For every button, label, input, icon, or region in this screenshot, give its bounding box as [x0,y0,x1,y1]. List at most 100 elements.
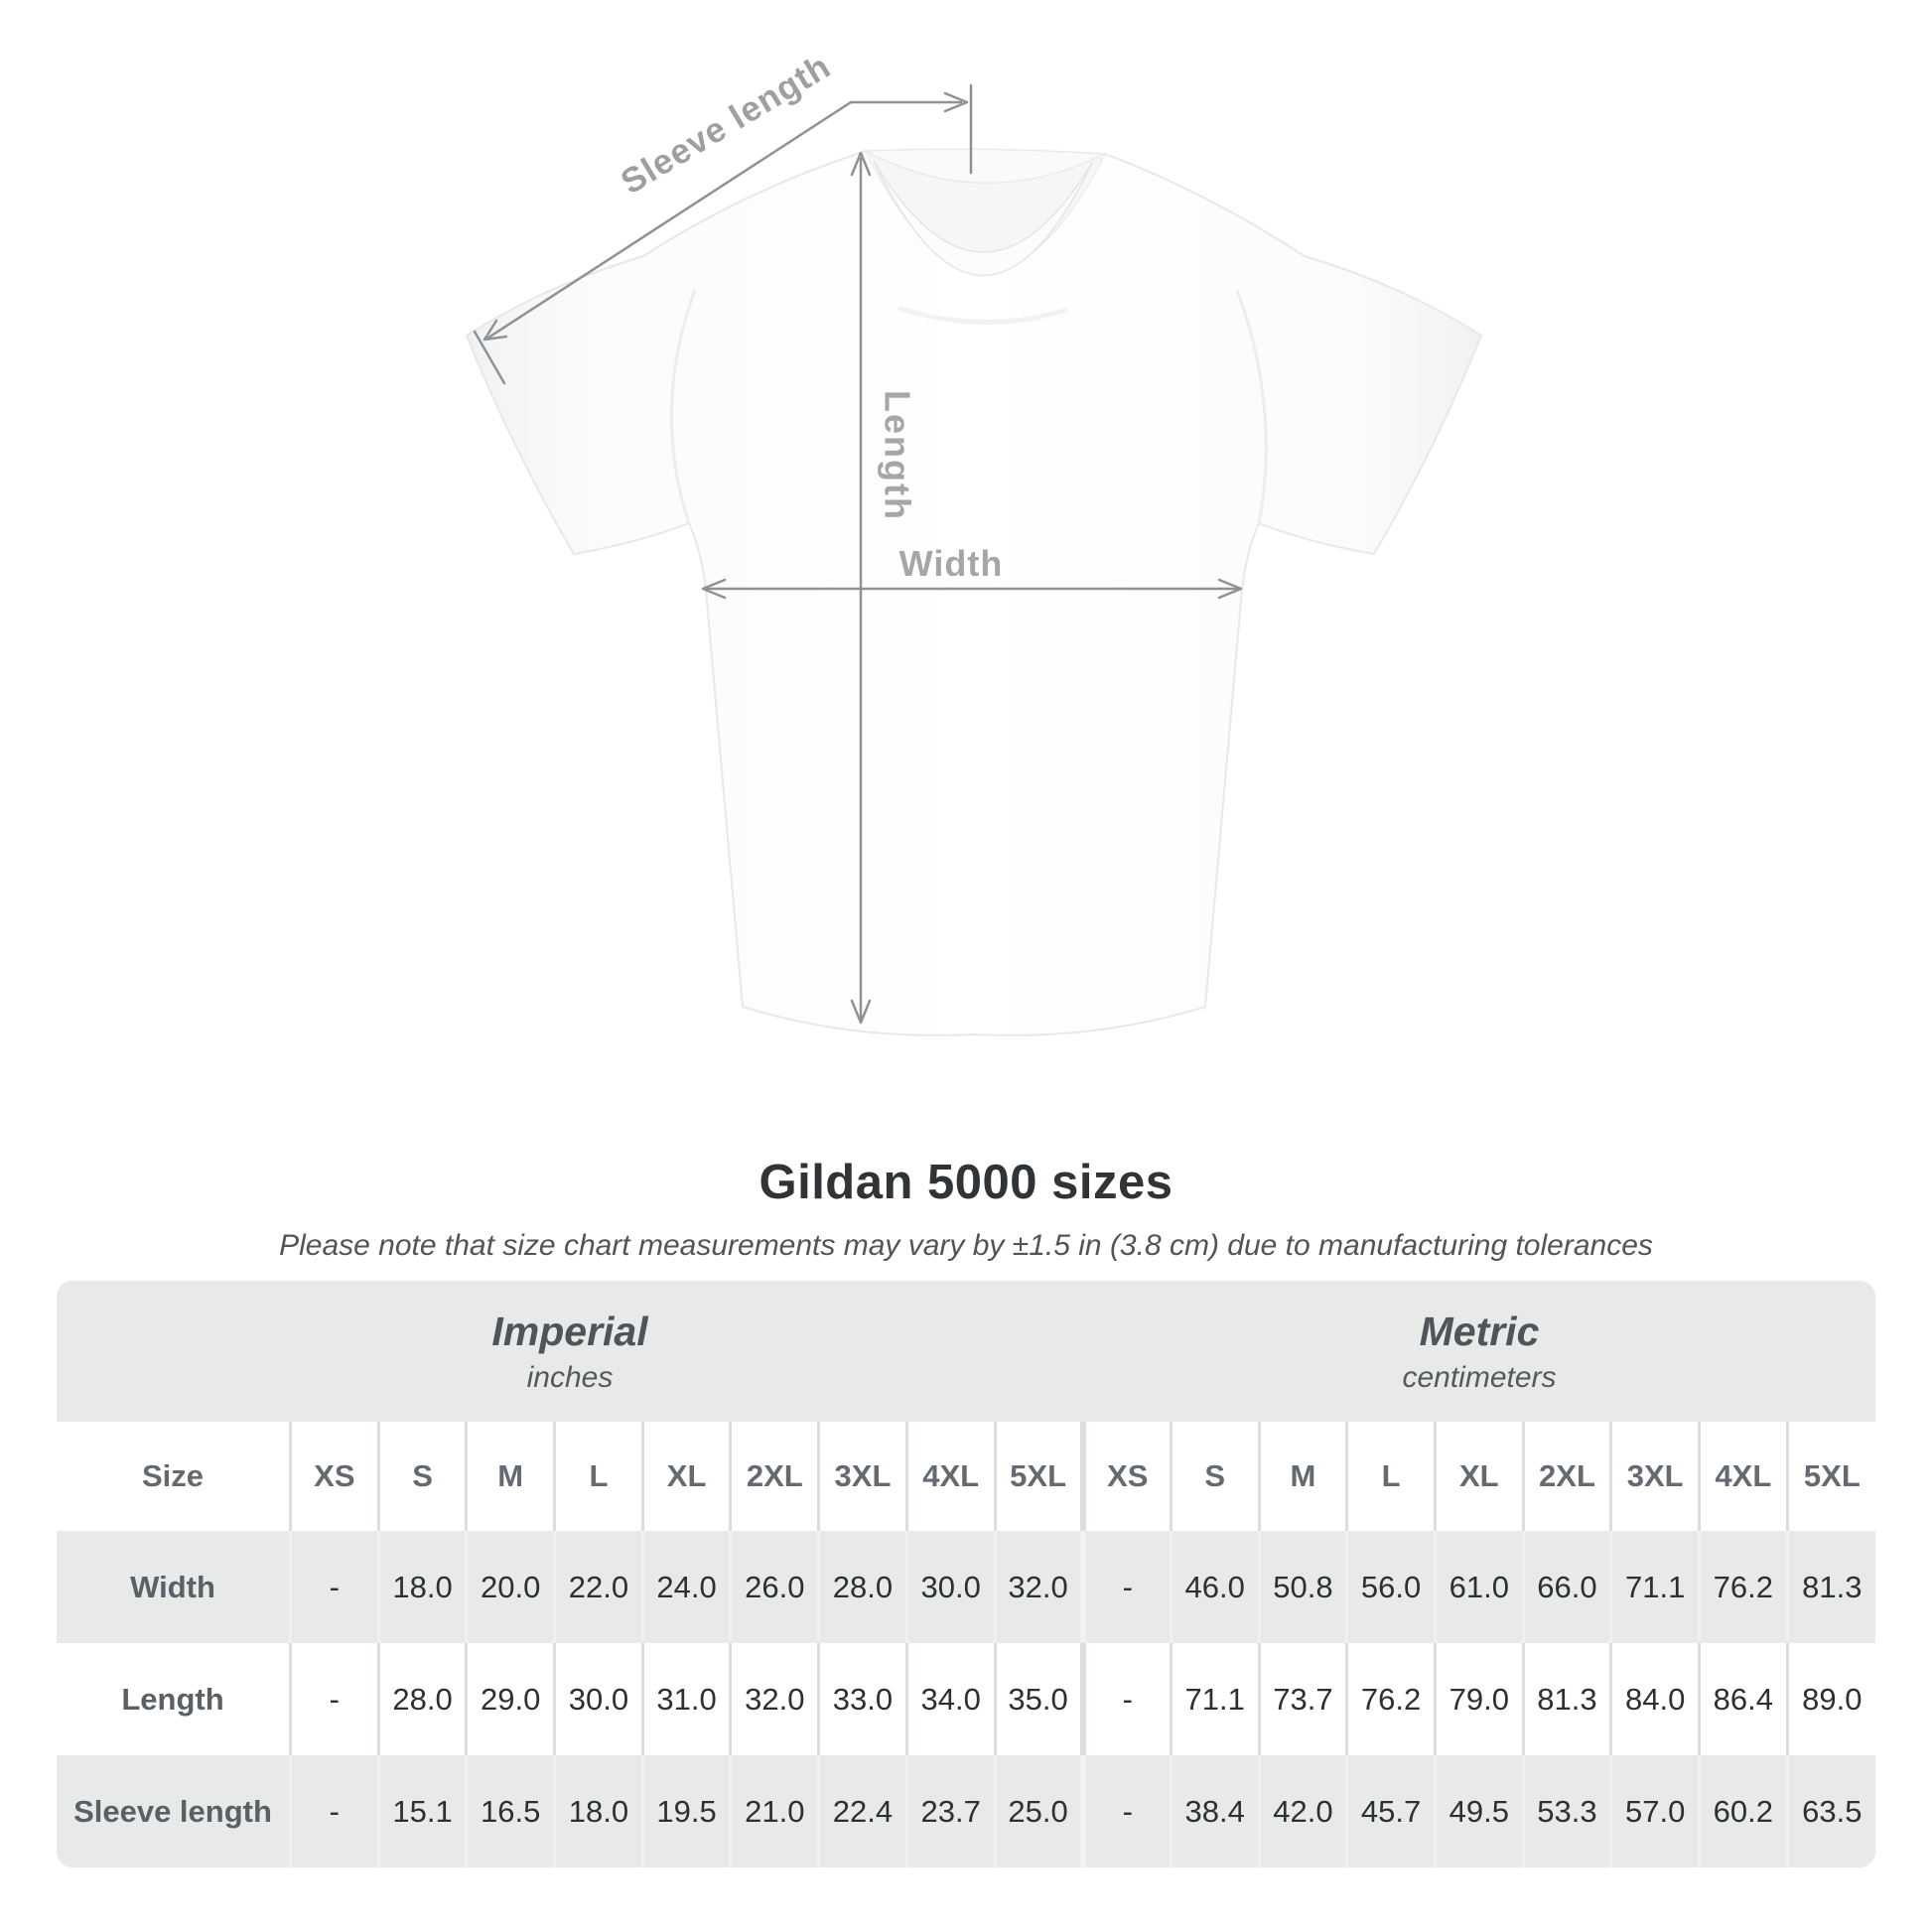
size-header-metric-5xl: 5XL [1785,1422,1875,1531]
length-label: Length [877,390,917,521]
value-metric-m: 42.0 [1257,1755,1347,1867]
size-header-metric-2xl: 2XL [1521,1422,1611,1531]
value-metric-m: 73.7 [1257,1643,1347,1755]
measurement-row-width: Width -18.0 20.0 22.0 24.0 26.0 28.0 30.0 32.0-4… [57,1531,1875,1643]
size-header-metric-l: L [1345,1422,1436,1531]
metric-unit-label: centimeters [1402,1360,1557,1394]
sleeve-length-dimension-line [486,100,963,340]
value-imperial-4xl: 30.0 [904,1531,995,1643]
size-header-imperial-l: L [553,1422,643,1531]
width-left-arrowhead [701,578,727,600]
value-imperial-xl: 19.5 [640,1755,731,1867]
value-imperial-s: 28.0 [376,1643,467,1755]
value-imperial-2xl: 32.0 [729,1643,819,1755]
size-table-body: Size XS S M L XL 2XL 3XL 4XL 5XL XS S M L XL 2XL 3XL 4XL 5… [57,1422,1875,1867]
row-label: Length [121,1681,224,1717]
measurement-row-length: Length -28.0 29.0 30.0 31.0 32.0 33.0 34.0 35.0-… [57,1643,1875,1755]
value-metric-xs: - [1079,1531,1172,1643]
size-header-metric-xs: XS [1079,1422,1172,1531]
value-metric-xl: 61.0 [1433,1531,1524,1643]
value-imperial-xl: 31.0 [640,1643,731,1755]
back-collar-band [863,148,1108,184]
tolerance-note: Please note that size chart measurements… [279,1229,1653,1262]
value-imperial-5xl: 35.0 [993,1643,1083,1755]
value-metric-xl: 79.0 [1433,1643,1524,1755]
value-metric-4xl: 86.4 [1698,1643,1788,1755]
value-imperial-l: 30.0 [553,1643,643,1755]
page-title: Gildan 5000 sizes [759,1156,1173,1209]
t-shirt-body [465,149,1483,1036]
value-imperial-xl: 24.0 [640,1531,731,1643]
size-header-row: Size XS S M L XL 2XL 3XL 4XL 5XL XS S M L XL 2XL 3XL 4XL 5… [57,1422,1875,1531]
size-header-metric-3xl: 3XL [1609,1422,1700,1531]
value-metric-3xl: 84.0 [1609,1643,1700,1755]
value-metric-2xl: 66.0 [1521,1531,1611,1643]
value-imperial-4xl: 34.0 [904,1643,995,1755]
value-imperial-l: 18.0 [553,1755,643,1867]
value-metric-2xl: 81.3 [1521,1643,1611,1755]
value-imperial-xs: - [289,1755,379,1867]
value-imperial-2xl: 21.0 [729,1755,819,1867]
row-label: Width [130,1569,215,1604]
value-metric-3xl: 71.1 [1609,1531,1700,1643]
value-metric-s: 46.0 [1169,1531,1260,1643]
value-imperial-s: 18.0 [376,1531,467,1643]
size-header-imperial-xl: XL [640,1422,731,1531]
sleeve-length-left-arrowhead [483,319,508,342]
size-header-imperial-2xl: 2XL [729,1422,819,1531]
value-metric-4xl: 60.2 [1698,1755,1788,1867]
value-metric-l: 76.2 [1345,1643,1436,1755]
right-sleeve-seam [1235,289,1268,524]
value-metric-4xl: 76.2 [1698,1531,1788,1643]
imperial-unit-label: inches [526,1360,614,1394]
value-imperial-m: 20.0 [465,1531,555,1643]
metric-group-header: Metric centimeters [1083,1281,1875,1422]
metric-label: Metric [1419,1308,1540,1354]
size-chart-table-container: Imperial inches Metric centimeters Size X… [57,1281,1875,1867]
size-header-metric-s: S [1169,1422,1260,1531]
value-imperial-3xl: 28.0 [817,1531,907,1643]
value-metric-3xl: 57.0 [1609,1755,1700,1867]
size-header-metric-xl: XL [1433,1422,1524,1531]
value-metric-5xl: 81.3 [1785,1531,1875,1643]
length-top-arrowhead [850,151,872,177]
size-column-header: Size [141,1458,205,1493]
value-imperial-3xl: 22.4 [817,1755,907,1867]
value-metric-5xl: 63.5 [1785,1755,1875,1867]
t-shirt-diagram: Sleeve length Length Width [465,47,1483,1036]
measurement-row-sleeve-length: Sleeve length -15.1 16.5 18.0 19.5 21.0 22.4 23… [57,1755,1875,1867]
collar-shadow-fold [897,305,1068,325]
value-metric-s: 71.1 [1169,1643,1260,1755]
value-metric-5xl: 89.0 [1785,1643,1875,1755]
dimension-annotations [473,83,1243,1025]
value-metric-l: 45.7 [1345,1755,1436,1867]
size-header-metric-4xl: 4XL [1698,1422,1788,1531]
left-sleeve-seam [669,289,697,524]
size-header-metric-m: M [1257,1422,1347,1531]
size-header-imperial-s: S [376,1422,467,1531]
size-table: Size XS S M L XL 2XL 3XL 4XL 5XL XS S M L XL 2XL 3XL 4XL 5… [57,1422,1875,1867]
value-imperial-5xl: 25.0 [993,1755,1083,1867]
value-metric-s: 38.4 [1169,1755,1260,1867]
value-imperial-3xl: 33.0 [817,1643,907,1755]
t-shirt-illustration [465,148,1483,1036]
length-bottom-arrowhead [850,999,872,1025]
imperial-label: Imperial [491,1308,648,1354]
size-header-imperial-xs: XS [289,1422,379,1531]
value-imperial-s: 15.1 [376,1755,467,1867]
value-imperial-4xl: 23.7 [904,1755,995,1867]
unit-group-header: Imperial inches Metric centimeters [57,1281,1875,1422]
value-imperial-5xl: 32.0 [993,1531,1083,1643]
size-header-imperial-3xl: 3XL [817,1422,907,1531]
value-metric-xs: - [1079,1755,1172,1867]
imperial-group-header: Imperial inches [57,1281,1083,1422]
front-collar-rib [873,160,1093,277]
sleeve-length-right-arrowhead [943,91,969,113]
width-right-arrowhead [1217,578,1243,600]
size-header-imperial-4xl: 4XL [904,1422,995,1531]
sleeve-end-tick [473,330,506,385]
value-imperial-xs: - [289,1531,379,1643]
value-imperial-l: 22.0 [553,1531,643,1643]
size-header-imperial-m: M [465,1422,555,1531]
